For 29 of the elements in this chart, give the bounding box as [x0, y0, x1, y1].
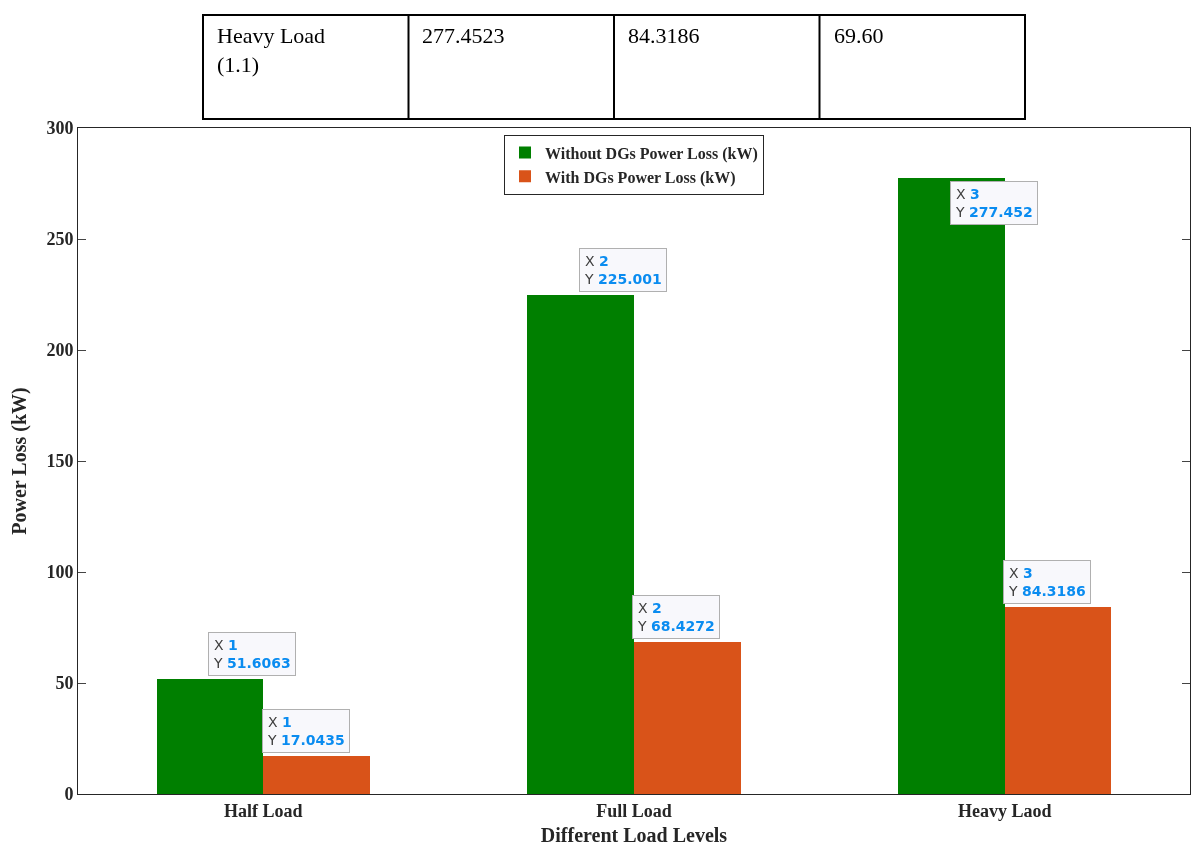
text: 84.3186: [628, 23, 700, 48]
legend-label: Without DGs Power Loss (kW): [545, 144, 758, 163]
bar: [263, 756, 370, 794]
legend-label: With DGs Power Loss (kW): [545, 168, 736, 187]
x-axis-title: Different Load Levels: [540, 824, 728, 847]
annotation: X 1 Y 51.6063: [213, 637, 291, 672]
annotation: X 1 Y 17.0435: [267, 714, 345, 749]
bar: [157, 679, 263, 794]
bar: [634, 642, 741, 794]
annotation: X 3 Y 84.3186: [1008, 565, 1086, 600]
bar: [527, 295, 634, 794]
text: Heavy Load (1.1): [217, 23, 326, 77]
x-tick-label: Heavy Laod: [957, 800, 1052, 821]
y-tick-label: 150: [46, 451, 74, 472]
y-tick-label: 200: [46, 340, 74, 361]
annotation: X 2 Y 225.001: [584, 253, 662, 288]
y-tick-label: 300: [46, 118, 74, 139]
bar: [1005, 607, 1111, 794]
annotation: X 2 Y 68.4272: [637, 600, 715, 635]
y-tick-label: 100: [46, 562, 74, 583]
text: 69.60: [834, 23, 884, 48]
y-axis-title: Power Loss (kW): [7, 387, 31, 535]
y-tick-label: 250: [46, 229, 74, 250]
x-tick-label: Full Load: [596, 800, 672, 821]
x-tick-label: Half Load: [224, 800, 303, 821]
annotation: X 3 Y 277.452: [955, 186, 1033, 221]
y-tick-label: 50: [55, 673, 74, 694]
text: 277.4523: [422, 23, 505, 48]
y-tick-label: 0: [64, 784, 74, 805]
